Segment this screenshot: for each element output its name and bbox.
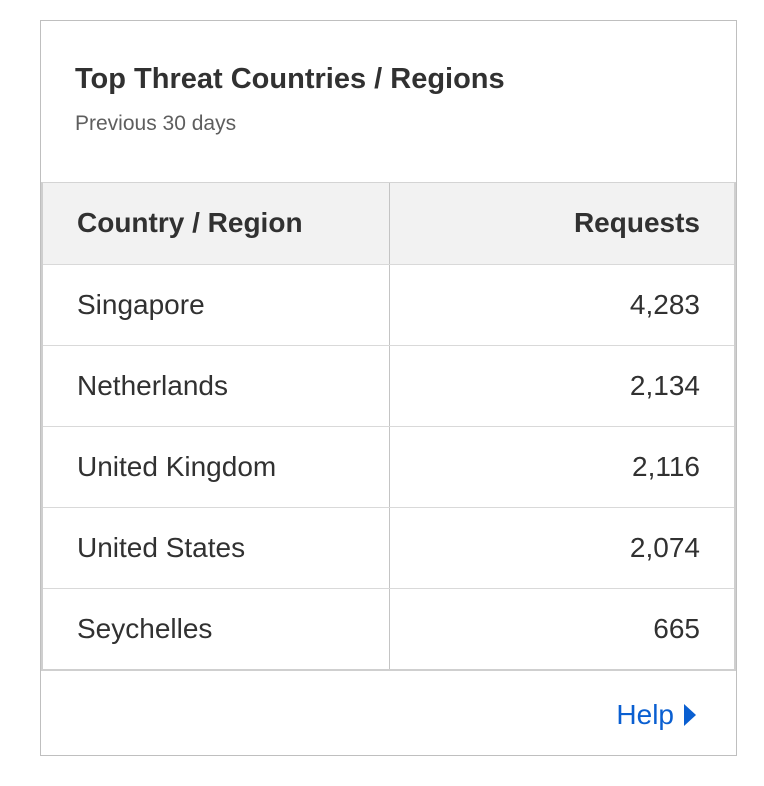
card-footer: Help [41,674,736,755]
threat-countries-card: Top Threat Countries / Regions Previous … [40,20,737,756]
table-header-row: Country / Region Requests [43,183,734,265]
table-body: Singapore 4,283 Netherlands 2,134 United… [43,264,734,669]
threat-countries-table: Country / Region Requests Singapore 4,28… [43,183,734,669]
table-header: Country / Region Requests [43,183,734,265]
card-header: Top Threat Countries / Regions Previous … [41,21,736,183]
requests-cell: 665 [653,612,700,644]
requests-cell: 2,134 [389,345,734,427]
country-cell: Netherlands [43,345,390,427]
column-header-requests: Requests [389,183,734,265]
country-cell: Singapore [43,264,390,346]
table-row: United States 2,074 [43,507,734,589]
threat-table-wrapper: Country / Region Requests Singapore 4,28… [41,182,736,671]
card-title: Top Threat Countries / Regions [75,63,505,95]
country-cell: United Kingdom [43,426,390,508]
requests-cell: 2,074 [389,507,734,589]
table-row: Singapore 4,283 [43,264,734,346]
help-label: Help [616,698,674,730]
table-row: Netherlands 2,134 [43,345,734,427]
country-cell: Seychelles [43,588,390,669]
table-row: United Kingdom 2,116 [43,426,734,508]
country-cell: United States [43,507,390,589]
table-row: Seychelles 665 [43,588,734,669]
caret-right-icon [684,703,696,726]
column-header-country: Country / Region [43,183,390,265]
requests-cell: 2,116 [389,426,734,508]
help-link[interactable]: Help [616,699,696,731]
card-subtitle: Previous 30 days [75,112,237,135]
requests-cell: 4,283 [389,264,734,346]
